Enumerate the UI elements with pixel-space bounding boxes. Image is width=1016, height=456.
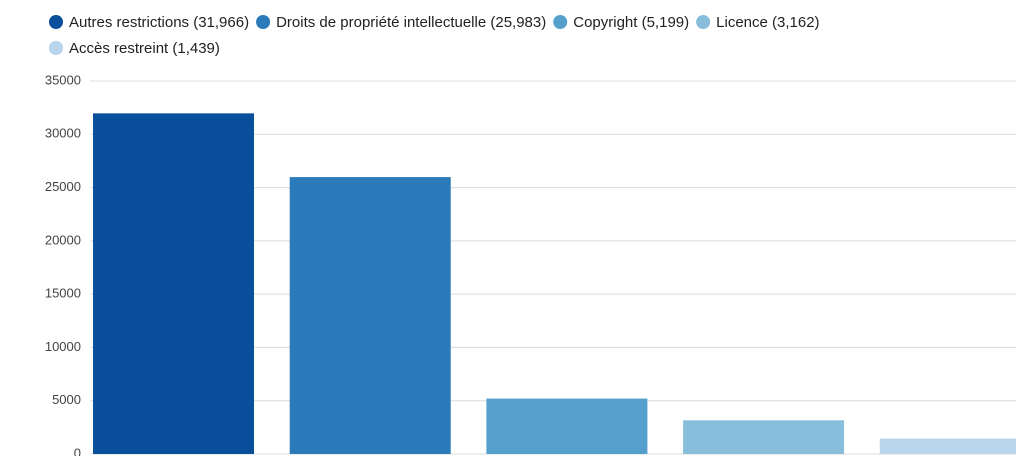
y-tick-label: 35000 <box>45 72 81 87</box>
y-tick-label: 20000 <box>45 232 81 247</box>
legend-marker <box>49 15 63 29</box>
legend-marker <box>256 15 271 29</box>
legend-label: Copyright (5,199) <box>573 14 689 31</box>
legend-label: Autres restrictions (31,966) <box>69 14 249 31</box>
y-tick-label: 15000 <box>45 286 81 301</box>
bar <box>93 113 254 454</box>
bar <box>683 420 845 454</box>
y-tick-label: 10000 <box>45 339 81 354</box>
y-tick-label: 5000 <box>52 392 81 407</box>
legend-label: Accès restreint (1,439) <box>69 40 220 57</box>
y-tick-label: 0 <box>74 445 81 456</box>
legend-label: Licence (3,162) <box>716 14 819 31</box>
y-tick-label: 25000 <box>45 179 81 194</box>
legend-marker <box>553 15 568 29</box>
legend-label: Droits de propriété intellectuelle (25,9… <box>276 14 546 31</box>
bar <box>486 398 648 454</box>
legend-marker <box>696 15 711 29</box>
bar <box>289 177 451 454</box>
legend-marker <box>49 41 63 55</box>
y-tick-label: 30000 <box>45 126 81 141</box>
bar <box>879 438 1016 454</box>
